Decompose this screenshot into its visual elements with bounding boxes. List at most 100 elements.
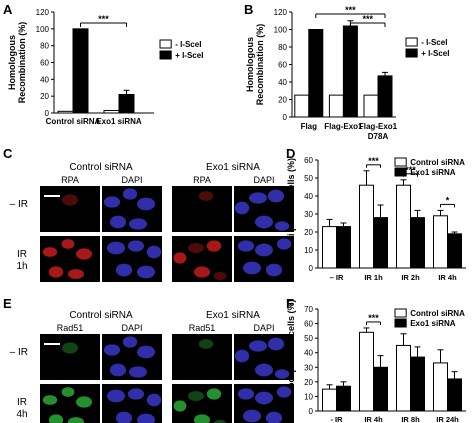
bar-control-sirna-ir <box>322 226 337 269</box>
group-header-exo1-sirna: Exo1 siRNA <box>206 162 260 173</box>
nucleus-dapi <box>137 197 155 211</box>
nucleus-foci <box>76 248 92 260</box>
nucleus-dapi <box>255 363 273 377</box>
y-tick-label: 30 <box>304 210 313 219</box>
nucleus-foci <box>213 271 227 281</box>
nucleus-dapi <box>274 221 290 231</box>
y-tick-label: 120 <box>36 8 50 17</box>
x-tick-label: IR 4h <box>364 415 383 423</box>
bar-i-scei-exo1-sirna <box>118 93 135 114</box>
nucleus-foci <box>173 252 187 264</box>
chart-f-rad51-foci: 010203040506070Rad51 foci positive cells… <box>286 299 466 423</box>
nucleus-dapi <box>107 389 125 403</box>
group-header-control-sirna: Control siRNA <box>69 310 133 321</box>
nucleus-foci <box>206 388 222 400</box>
legend-label-exo1-sirna: Exo1 siRNA <box>410 168 456 177</box>
panel-letter-d: D <box>286 146 295 161</box>
bar-i-scei-flag-exo1 <box>342 25 358 118</box>
panel-letter-c: C <box>3 146 13 161</box>
bar-control-sirna-ir-24h <box>433 362 448 412</box>
nucleus-dapi <box>115 411 133 423</box>
bar-exo1-sirna-ir-1h <box>373 217 388 269</box>
y-tick-label: 60 <box>304 320 313 329</box>
bar-control-sirna-ir-4h <box>359 331 374 412</box>
bar-i-scei-flag <box>308 29 324 118</box>
nucleus-foci <box>68 269 84 279</box>
nucleus-dapi <box>129 366 147 378</box>
bar-i-scei-flag-exo1 <box>328 94 344 118</box>
nucleus-foci <box>62 194 78 206</box>
bar-control-sirna-ir-2h <box>396 184 411 269</box>
nucleus-dapi <box>274 369 290 379</box>
nucleus-foci <box>213 419 227 423</box>
significance-label: *** <box>345 5 356 15</box>
y-tick-label: 20 <box>304 228 313 237</box>
bar-exo1-sirna-ir-24h <box>447 378 462 412</box>
y-tick-label: 80 <box>278 43 287 52</box>
y-tick-label: 0 <box>309 407 314 416</box>
y-tick-label: 20 <box>304 378 313 387</box>
bar-i-scei-flag <box>294 94 310 118</box>
nucleus-dapi <box>103 344 121 356</box>
nucleus-dapi <box>249 192 267 204</box>
nucleus-dapi <box>255 243 273 257</box>
y-tick-label: 30 <box>304 363 313 372</box>
nucleus-foci <box>48 414 64 423</box>
legend-swatch-exo1-sirna <box>394 318 407 328</box>
stain-header-rad51: Rad51 <box>57 323 84 333</box>
legend-label-control-sirna: Control siRNA <box>410 309 465 318</box>
x-tick-label: Flag <box>301 122 318 131</box>
y-axis-label: HomologousRecombination (%) <box>245 24 265 106</box>
nucleus-dapi <box>109 215 127 229</box>
nucleus-foci <box>173 400 187 412</box>
x-tick-label: IR 8h <box>401 415 420 423</box>
y-tick-label: 40 <box>304 349 313 358</box>
nucleus-dapi <box>109 363 127 377</box>
x-tick-label: Flag-Exo1 <box>359 122 398 131</box>
y-tick-label: 40 <box>304 192 313 201</box>
bar-control-sirna-ir-4h <box>433 215 448 269</box>
x-tick-label: Control siRNA <box>46 117 101 126</box>
x-tick-label: IR 2h <box>401 273 420 282</box>
nucleus-dapi <box>255 391 273 405</box>
micrograph-panel <box>40 186 100 232</box>
bar-control-sirna-ir-1h <box>359 184 374 269</box>
nucleus-foci <box>48 266 64 278</box>
legend-label-control-sirna: Control siRNA <box>410 158 465 167</box>
x-tick-label: IR 1h <box>364 273 383 282</box>
nucleus-foci <box>42 247 58 257</box>
bar-exo1-sirna-ir-2h <box>410 217 425 269</box>
stain-header-dapi: DAPI <box>253 323 274 333</box>
nucleus-dapi <box>122 336 138 348</box>
bar-i-scei-flag-exo1-d78a <box>363 94 379 118</box>
nucleus-dapi <box>127 240 145 252</box>
nucleus-dapi <box>234 201 250 215</box>
nucleus-foci <box>42 395 58 405</box>
group-header-exo1-sirna: Exo1 siRNA <box>206 310 260 321</box>
legend-label-i-scei: + I-SceI <box>421 49 449 58</box>
nucleus-dapi <box>276 386 292 398</box>
y-tick-label: 0 <box>309 264 314 273</box>
nucleus-foci <box>61 239 75 249</box>
y-tick-label: 80 <box>40 42 49 51</box>
bar-exo1-sirna-ir-8h <box>410 356 425 412</box>
y-tick-label: 100 <box>36 25 50 34</box>
nucleus-foci <box>188 243 204 253</box>
legend-swatch-control-sirna <box>394 308 407 318</box>
nucleus-foci <box>61 387 75 397</box>
legend-swatch-control-sirna <box>394 157 407 167</box>
y-tick-label: 0 <box>45 109 50 118</box>
x-tick-label: IR 4h <box>438 273 457 282</box>
nucleus-dapi <box>237 388 255 400</box>
bar-control-sirna-ir-8h <box>396 344 411 412</box>
legend-label-exo1-sirna: Exo1 siRNA <box>410 319 456 328</box>
legend-label-i-scei: - I-SceI <box>421 38 447 47</box>
stain-header-dapi: DAPI <box>253 175 274 185</box>
nucleus-dapi <box>255 215 273 229</box>
nucleus-dapi <box>234 349 250 363</box>
nucleus-foci <box>68 417 84 423</box>
micrograph-panel <box>172 334 232 380</box>
panel-letter-a: A <box>3 2 13 17</box>
nucleus-foci <box>62 342 78 354</box>
